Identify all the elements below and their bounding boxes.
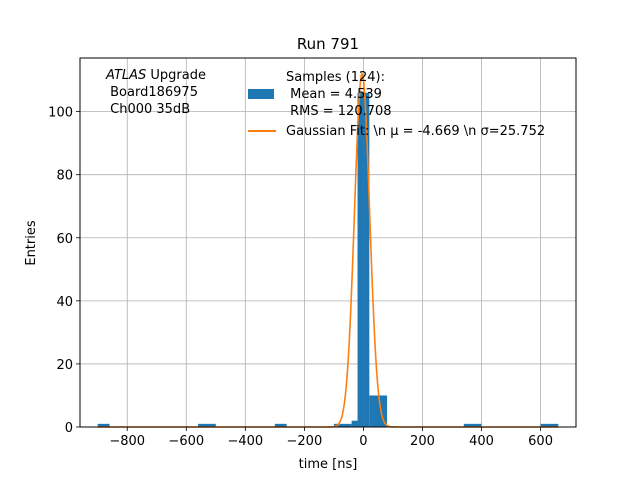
- x-tick-label-5: 200: [410, 434, 435, 449]
- x-tick-label-3: −200: [287, 434, 323, 449]
- y-axis-label: Entries: [24, 220, 39, 266]
- x-axis-ticks: −800 −600 −400 −200 0 200 400 600: [109, 427, 553, 449]
- chart-title: Run 791: [297, 35, 359, 53]
- x-tick-label-7: 600: [528, 434, 553, 449]
- plot-frame: [79, 57, 577, 428]
- y-tick-label-4: 80: [56, 169, 73, 184]
- annotation-line-1: ATLAS Upgrade: [105, 68, 206, 83]
- histogram-bar-6: [351, 420, 358, 427]
- histogram-bar-5: [339, 423, 352, 427]
- legend: Samples (124): Mean = 4.539 RMS = 120.70…: [248, 70, 545, 139]
- x-axis-label: time [ns]: [299, 457, 358, 472]
- histogram-bar-0: [97, 423, 110, 427]
- y-tick-label-2: 40: [56, 295, 73, 310]
- legend-histogram-swatch: [248, 89, 274, 99]
- annotation-line-3: Ch000 35dB: [106, 102, 190, 117]
- y-tick-label-0: 0: [65, 421, 73, 436]
- y-tick-label-3: 60: [56, 232, 73, 247]
- histogram-bar-8: [363, 92, 370, 427]
- legend-histogram-line-1: Samples (124):: [286, 70, 385, 85]
- x-tick-label-2: −400: [227, 434, 263, 449]
- y-tick-label-1: 20: [56, 358, 73, 373]
- annotation-line-2: Board186975: [106, 85, 198, 100]
- x-tick-label-4: 0: [359, 434, 367, 449]
- annotation-upgrade: Upgrade: [146, 68, 206, 83]
- atlas-annotation: ATLAS Upgrade Board186975 Ch000 35dB: [105, 68, 206, 117]
- histogram-bar-2: [198, 423, 216, 427]
- histogram-bar-11: [540, 423, 559, 427]
- annotation-atlas: ATLAS: [105, 68, 146, 83]
- x-tick-label-6: 400: [469, 434, 494, 449]
- legend-histogram-line-2: Mean = 4.539: [286, 87, 382, 102]
- y-tick-label-5: 100: [48, 106, 73, 121]
- histogram-bar-3: [274, 423, 287, 427]
- legend-fit-label: Gaussian Fit: \n μ = -4.669 \n σ=25.752: [286, 124, 545, 139]
- legend-histogram-line-3: RMS = 120.708: [286, 104, 392, 119]
- x-tick-label-1: −600: [168, 434, 204, 449]
- x-tick-label-0: −800: [109, 434, 145, 449]
- histogram-bar-10: [463, 423, 482, 427]
- y-axis-ticks: 0 20 40 60 80 100: [48, 106, 80, 436]
- histogram-bar-7: [357, 92, 364, 427]
